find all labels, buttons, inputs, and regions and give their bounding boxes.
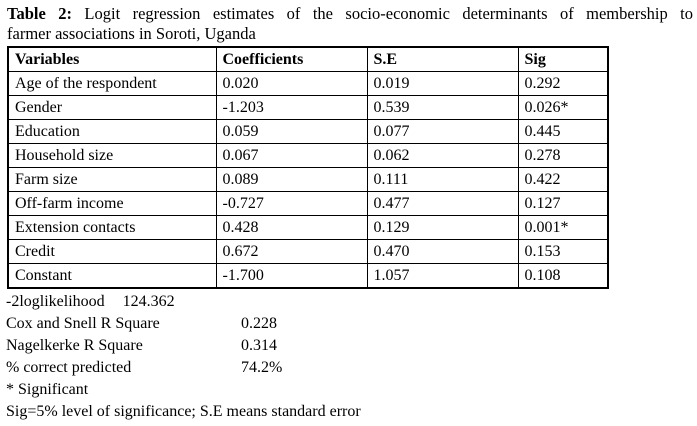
variable-cell: Constant (7, 263, 217, 289)
value-cell: 0.019 (366, 71, 519, 96)
value-cell: 0.020 (215, 71, 368, 96)
table-row: Credit 0.672 0.470 0.153 (7, 239, 609, 264)
value-cell: 0.153 (517, 239, 609, 264)
value-cell: -1.700 (215, 263, 368, 289)
model-stats: -2loglikelihood 124.362 Cox and Snell R Sq… (6, 291, 693, 379)
value-cell: 1.057 (366, 263, 519, 289)
regression-table: Variables Coefficients S.E Sig Age of the r… (7, 46, 609, 289)
value-cell: 0.422 (517, 167, 609, 192)
stat-label: -2loglikelihood (6, 293, 105, 310)
variable-cell: Credit (7, 239, 217, 264)
variable-cell: Extension contacts (7, 215, 217, 240)
table-row: Age of the respondent 0.020 0.019 0.292 (7, 71, 609, 96)
table-body: Age of the respondent 0.020 0.019 0.292 Gend… (7, 71, 609, 289)
value-cell: 0.026* (517, 95, 609, 120)
variable-cell: Gender (7, 95, 217, 120)
stat-line: % correct predicted 74.2% (6, 357, 693, 379)
stat-line: Cox and Snell R Square 0.228 (6, 313, 693, 335)
table-caption: Table 2: Logit regression estimates of t… (7, 4, 693, 44)
table-caption-line1: Table 2: Logit regression estimates of t… (7, 4, 693, 24)
table-row: Education 0.059 0.077 0.445 (7, 119, 609, 144)
value-cell: 0.067 (215, 143, 368, 168)
value-cell: 0.470 (366, 239, 519, 264)
column-header: Variables (7, 46, 217, 72)
value-cell: 0.089 (215, 167, 368, 192)
stat-label: Nagelkerke R Square (6, 337, 143, 354)
value-cell: 0.001* (517, 215, 609, 240)
stat-value: 74.2% (241, 359, 283, 376)
stat-label: Cox and Snell R Square (6, 315, 160, 332)
stat-value: 0.314 (241, 337, 277, 354)
column-header: Sig (517, 46, 609, 72)
table-caption-text: Logit regression estimates of the socio-… (72, 4, 693, 23)
value-cell: 0.077 (366, 119, 519, 144)
value-cell: 0.062 (366, 143, 519, 168)
stat-line: Nagelkerke R Square 0.314 (6, 335, 693, 357)
table-row: Constant -1.700 1.057 0.108 (7, 263, 609, 289)
stat-value: 124.362 (122, 293, 175, 310)
value-cell: 0.108 (517, 263, 609, 289)
table-caption-label: Table 2: (7, 4, 72, 23)
table-header-row: Variables Coefficients S.E Sig (7, 46, 609, 72)
value-cell: -0.727 (215, 191, 368, 216)
stat-label: % correct predicted (6, 359, 132, 376)
table-row: Off-farm income -0.727 0.477 0.127 (7, 191, 609, 216)
variable-cell: Household size (7, 143, 217, 168)
value-cell: 0.111 (366, 167, 519, 192)
footnote-line: Sig=5% level of significance; S.E means … (6, 403, 361, 420)
value-cell: 0.477 (366, 191, 519, 216)
value-cell: 0.129 (366, 215, 519, 240)
footnotes: * Significant Sig=5% level of significanc… (6, 379, 693, 423)
column-header: Coefficients (215, 46, 368, 72)
value-cell: 0.672 (215, 239, 368, 264)
table-row: Household size 0.067 0.062 0.278 (7, 143, 609, 168)
variable-cell: Off-farm income (7, 191, 217, 216)
variable-cell: Education (7, 119, 217, 144)
value-cell: 0.059 (215, 119, 368, 144)
table-caption-line2: farmer associations in Soroti, Uganda (7, 24, 256, 43)
value-cell: 0.445 (517, 119, 609, 144)
stat-value: 0.228 (241, 315, 277, 332)
value-cell: 0.278 (517, 143, 609, 168)
table-row: Farm size 0.089 0.111 0.422 (7, 167, 609, 192)
table-row: Gender -1.203 0.539 0.026* (7, 95, 609, 120)
value-cell: 0.292 (517, 71, 609, 96)
value-cell: 0.539 (366, 95, 519, 120)
footnote-line: * Significant (6, 381, 89, 398)
variable-cell: Farm size (7, 167, 217, 192)
value-cell: 0.127 (517, 191, 609, 216)
variable-cell: Age of the respondent (7, 71, 217, 96)
column-header: S.E (366, 46, 519, 72)
stat-line: -2loglikelihood 124.362 (6, 291, 693, 313)
value-cell: 0.428 (215, 215, 368, 240)
value-cell: -1.203 (215, 95, 368, 120)
table-row: Extension contacts 0.428 0.129 0.001* (7, 215, 609, 240)
